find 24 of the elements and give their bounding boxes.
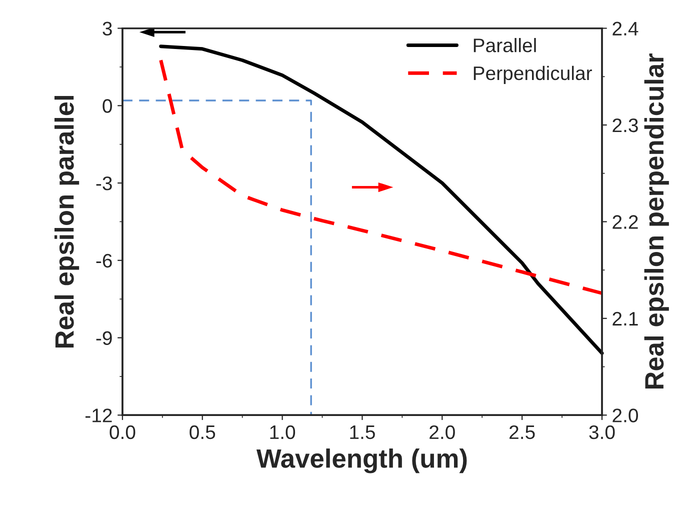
legend-label: Parallel: [474, 38, 536, 52]
y2-tick-label: 2.1: [612, 312, 638, 326]
line-series: [159, 58, 604, 295]
x-tick-label: 2.5: [510, 425, 535, 440]
y-tick-label: 3: [102, 22, 112, 36]
legend-label: Perpendicular: [474, 66, 592, 84]
y-tick-label: -9: [96, 331, 112, 345]
y-tick-label: -12: [86, 408, 112, 422]
x-tick-label: 3.0: [589, 425, 615, 440]
x-axis-title: Wavelength (um): [256, 448, 467, 474]
y2-tick-label: 2.0: [612, 408, 638, 422]
y-axis-title: Real epsilon parallel: [54, 96, 80, 348]
y2-tick-label: 2.2: [612, 215, 638, 229]
y-tick-label: 0: [102, 99, 112, 113]
x-tick-label: 1.5: [350, 426, 375, 440]
x-tick-label: 1.0: [270, 425, 296, 440]
x-tick-label: 0.0: [110, 425, 136, 440]
x-tick-label: 0.5: [190, 425, 216, 440]
y2-axis-title: Real epsilon perpendicular: [644, 53, 669, 389]
y2-tick-label: 2.3: [612, 118, 638, 132]
x-tick-label: 2.0: [430, 425, 455, 440]
y-tick-label: -6: [96, 254, 112, 268]
y2-tick-label: 2.4: [612, 22, 638, 36]
y-tick-label: -3: [96, 176, 112, 190]
